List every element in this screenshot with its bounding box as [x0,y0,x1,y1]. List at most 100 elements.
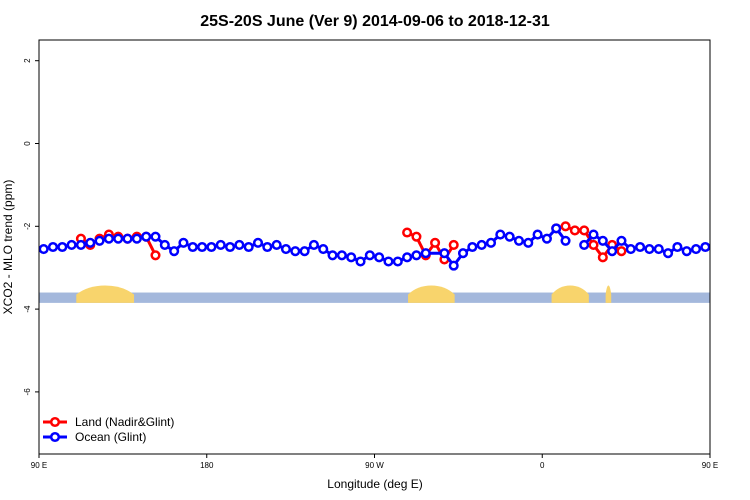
data-point [392,256,403,267]
series-layer [38,221,711,271]
data-point [513,235,525,246]
legend-label: Land (Nadir&Glint) [75,415,174,429]
data-point [588,229,599,240]
data-point [131,233,142,244]
y-tick-label: 0 [23,141,32,146]
data-point [467,241,478,253]
land-band [76,285,135,303]
data-point [569,225,580,236]
data-point [215,239,226,250]
data-point [318,244,329,255]
data-point [579,225,590,236]
data-point [616,246,627,257]
data-point [616,235,627,246]
data-point [374,252,385,263]
data-point [681,246,692,257]
data-point [532,229,543,240]
data-point [504,231,515,242]
data-point [448,260,459,271]
data-point [197,241,208,253]
data-point [700,241,711,253]
data-point [150,250,161,261]
data-point [113,233,124,244]
data-point [560,221,571,232]
data-point [635,241,646,253]
data-point [234,239,245,250]
land-band [551,285,589,303]
data-point [383,256,394,267]
data-point [47,241,59,253]
data-point [38,244,49,255]
y-axis-label: XCO2 - MLO trend (ppm) [1,180,15,315]
data-point [159,239,170,250]
data-point [420,248,431,259]
legend-label: Ocean (Glint) [75,430,146,444]
data-point [457,248,469,259]
x-axis: 90 E 180 90 W 0 90 E [31,454,718,470]
y-tick-label: -6 [23,388,32,396]
legend-item: Land (Nadir&Glint) [43,415,174,429]
data-point [57,241,68,253]
data-point [150,231,161,242]
x-axis-label: Longitude (deg E) [327,477,422,491]
data-point [411,231,422,242]
data-point [85,237,96,248]
data-point [551,223,562,234]
land-ocean-strip [39,285,710,303]
data-point [588,239,599,250]
x-tick-label: 90 E [31,461,47,470]
data-point [252,237,264,248]
data-point [336,250,347,261]
data-point [299,246,310,257]
data-point [346,252,357,263]
data-point [663,248,674,259]
data-point [439,248,450,259]
data-point [271,239,282,250]
data-point [327,250,338,261]
ocean-band [39,292,710,303]
x-tick-label: 0 [540,461,545,470]
data-point [653,244,664,255]
data-point [243,241,254,253]
data-point [485,237,497,248]
legend-marker [49,416,61,428]
data-point [579,239,590,250]
data-point [94,235,105,246]
data-point [308,239,319,250]
data-point [625,244,636,255]
data-point [187,241,198,253]
data-point [402,252,413,263]
series-ocean [38,223,711,271]
data-point [122,233,133,244]
x-tick-label: 180 [200,461,214,470]
data-point [364,250,375,261]
data-point [402,227,413,238]
data-point [169,246,180,257]
legend: Land (Nadir&Glint)Ocean (Glint) [43,415,174,444]
data-point [448,239,459,250]
legend-item: Ocean (Glint) [43,430,146,444]
data-point [262,241,273,253]
data-point [103,233,114,244]
x-tick-label: 90 W [365,461,384,470]
data-point [644,244,655,255]
x-tick-label: 90 E [702,461,718,470]
data-point [141,231,152,242]
data-point [672,241,683,253]
data-point [476,239,487,250]
data-point [75,239,86,250]
data-point [430,237,441,248]
data-point [355,256,366,267]
y-tick-label: 2 [23,58,32,63]
y-tick-label: -4 [23,305,32,313]
data-point [597,252,608,263]
data-point [597,235,608,246]
data-point [224,241,236,253]
data-point [66,239,77,250]
y-tick-label: -2 [23,222,32,230]
legend-marker [49,431,61,443]
data-point [206,241,217,253]
data-point [523,237,534,248]
data-point [541,233,552,244]
